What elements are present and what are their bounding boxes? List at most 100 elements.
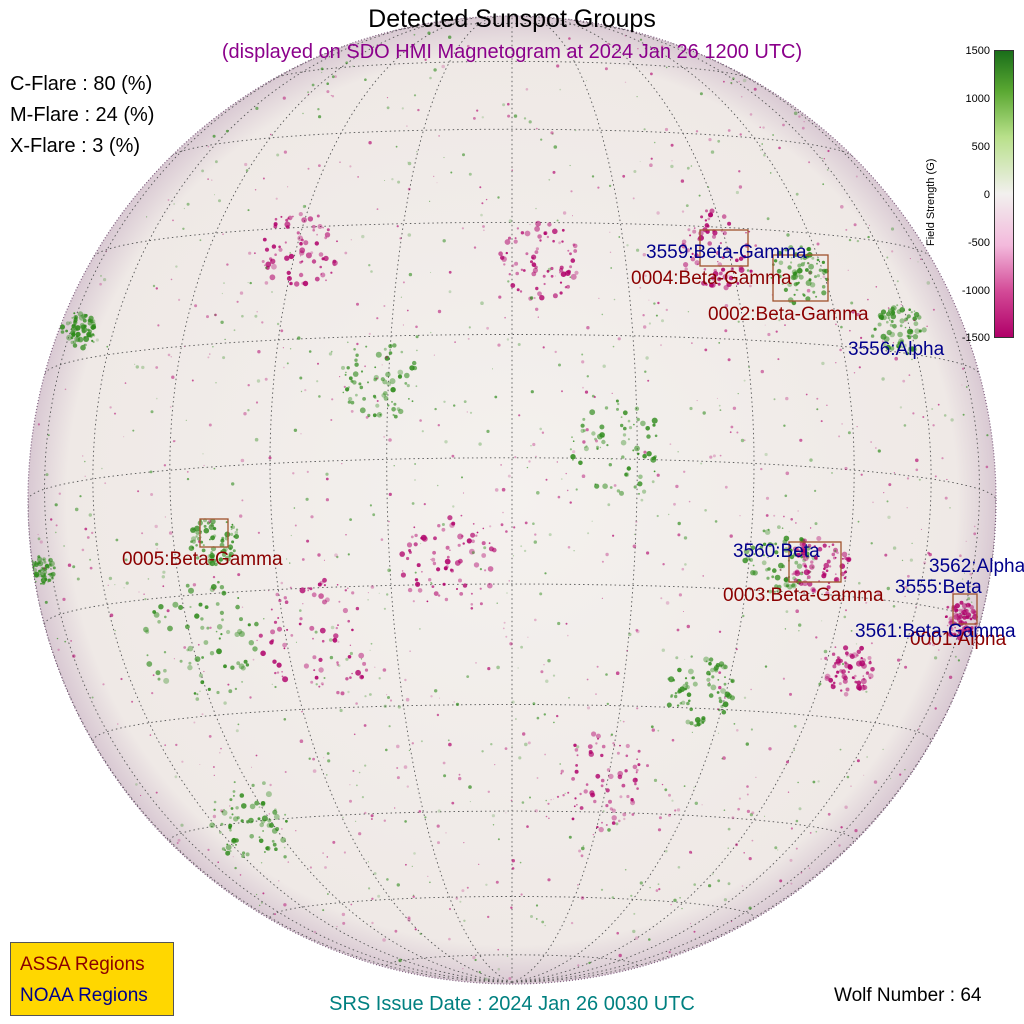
field-speck [591, 175, 595, 178]
field-patch [221, 847, 226, 851]
field-speck [507, 114, 511, 118]
field-speck [95, 338, 99, 342]
field-patch [691, 676, 695, 680]
field-speck [834, 549, 837, 553]
field-speck [178, 298, 181, 301]
field-patch [71, 316, 74, 319]
field-speck [637, 48, 639, 50]
assa-label-0002[interactable]: 0002:Beta-Gamma [708, 304, 869, 325]
field-speck [201, 713, 204, 716]
field-speck [643, 325, 647, 329]
field-speck [373, 872, 377, 875]
field-patch [576, 804, 578, 806]
region-box-0003[interactable] [788, 541, 842, 583]
region-box-0005[interactable] [199, 518, 229, 548]
field-patch [833, 576, 840, 583]
field-speck [43, 567, 46, 570]
field-speck [264, 377, 268, 381]
field-patch [580, 423, 585, 428]
field-patch [408, 398, 410, 400]
field-speck [496, 665, 500, 670]
field-patch [262, 781, 266, 785]
field-speck [443, 774, 447, 778]
field-speck [368, 887, 371, 890]
field-speck [636, 248, 640, 252]
field-patch [579, 792, 582, 796]
field-patch [301, 217, 307, 223]
noaa-label-3560[interactable]: 3560:Beta [733, 541, 820, 562]
field-patch [441, 527, 446, 532]
field-patch [570, 258, 576, 263]
field-patch [714, 664, 720, 671]
field-speck [89, 566, 93, 570]
field-speck [708, 278, 711, 282]
field-patch [805, 268, 809, 272]
field-patch [297, 235, 304, 241]
field-patch [400, 572, 406, 578]
field-patch [561, 228, 565, 232]
field-speck [134, 363, 136, 365]
field-patch [830, 683, 834, 687]
field-patch [444, 558, 451, 565]
field-patch [443, 566, 448, 571]
field-speck [806, 578, 809, 580]
field-speck [325, 477, 329, 481]
field-speck [821, 157, 823, 159]
field-patch [771, 543, 774, 546]
field-patch [843, 692, 849, 697]
field-patch [589, 409, 596, 416]
field-speck [413, 33, 416, 36]
field-speck [199, 764, 201, 765]
field-patch [813, 555, 818, 560]
region-box-3559[interactable] [699, 229, 749, 267]
field-patch [840, 689, 843, 692]
noaa-label-3556[interactable]: 3556:Alpha [848, 339, 945, 360]
field-speck [809, 832, 812, 834]
field-speck [317, 362, 319, 365]
field-speck [797, 510, 799, 512]
field-patch [187, 664, 193, 671]
noaa-label-3559[interactable]: 3559:Beta-Gamma [646, 242, 807, 263]
assa-label-0005[interactable]: 0005:Beta-Gamma [122, 549, 283, 570]
field-speck [292, 472, 295, 475]
field-patch [946, 624, 949, 627]
field-speck [877, 591, 881, 595]
assa-label-0004[interactable]: 0004:Beta-Gamma [631, 268, 792, 289]
noaa-label-3562[interactable]: 3562:Alpha [929, 556, 1024, 577]
field-speck [853, 372, 856, 374]
field-patch [949, 627, 952, 630]
field-speck [586, 678, 589, 681]
field-patch [949, 626, 954, 632]
grid-line [511, 16, 638, 983]
field-speck [256, 639, 258, 642]
field-speck [750, 688, 752, 691]
field-patch [336, 240, 338, 243]
field-patch [209, 560, 216, 567]
field-speck [144, 598, 147, 601]
field-patch [539, 295, 545, 301]
field-speck [961, 578, 964, 580]
assa-label-0001[interactable]: 0001:Alpha [910, 629, 1007, 650]
field-speck [508, 219, 513, 223]
region-box-0002[interactable] [772, 254, 829, 302]
field-speck [547, 878, 551, 882]
field-speck [636, 707, 639, 710]
field-patch [619, 490, 624, 496]
field-patch [351, 672, 353, 675]
field-speck [660, 344, 662, 347]
field-patch [841, 551, 848, 558]
field-speck [283, 718, 287, 721]
field-speck [257, 350, 261, 354]
region-box-0001[interactable] [952, 593, 978, 625]
field-patch [777, 584, 782, 590]
field-speck [223, 701, 227, 705]
noaa-label-3555[interactable]: 3555:Beta [895, 577, 982, 598]
field-speck [954, 626, 956, 629]
assa-label-0003[interactable]: 0003:Beta-Gamma [723, 585, 884, 606]
field-speck [719, 454, 722, 457]
field-patch [234, 838, 239, 843]
field-patch [333, 633, 339, 639]
field-speck [732, 406, 737, 410]
noaa-label-3561[interactable]: 3561:Beta-Gamma [855, 621, 1016, 642]
field-patch [809, 564, 815, 570]
